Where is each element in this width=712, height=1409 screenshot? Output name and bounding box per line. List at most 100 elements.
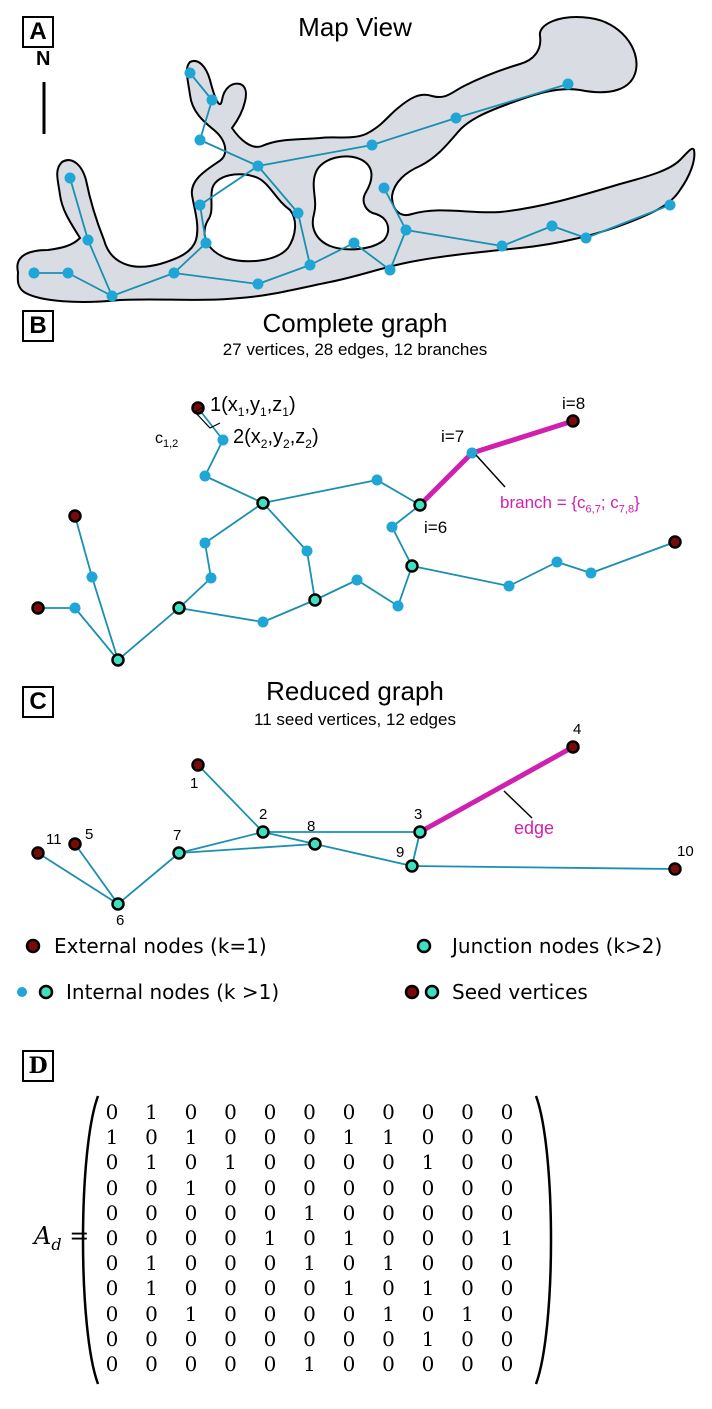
graph-edge bbox=[391, 526, 413, 567]
panel-b-subtitle: 27 vertices, 28 edges, 12 branches bbox=[222, 340, 488, 359]
reduced-edge bbox=[411, 865, 676, 870]
reduced-edge bbox=[178, 831, 264, 854]
matrix-cell: 0 bbox=[461, 1175, 474, 1200]
reduced-edge bbox=[74, 843, 119, 905]
map-node bbox=[400, 224, 412, 236]
legend-internal-text: Internal nodes (k >1) bbox=[66, 980, 280, 1004]
reduced-edge bbox=[314, 843, 413, 867]
seed-label-6: 6 bbox=[116, 912, 125, 929]
matrix-right-paren bbox=[534, 1095, 553, 1385]
internal-node bbox=[585, 567, 597, 579]
cost-label: c1,2 bbox=[155, 430, 179, 451]
complete-graph-branch-highlight bbox=[418, 418, 574, 507]
matrix-cell: 0 bbox=[105, 1251, 119, 1276]
seed-label-11: 11 bbox=[46, 831, 62, 848]
matrix-cell: 0 bbox=[145, 1326, 158, 1351]
map-node bbox=[82, 234, 94, 246]
matrix-cell: 1 bbox=[461, 1301, 474, 1326]
matrix-label: Ad = bbox=[34, 1222, 90, 1254]
map-node bbox=[580, 232, 592, 244]
matrix-cell: 1 bbox=[263, 1226, 277, 1250]
matrix-cell: 0 bbox=[224, 1200, 237, 1225]
reduced-graph-nodes bbox=[31, 740, 682, 911]
matrix-cell: 0 bbox=[500, 1301, 514, 1326]
map-node bbox=[546, 220, 558, 232]
matrix-cell: 0 bbox=[184, 1276, 198, 1301]
seed-label-3: 3 bbox=[414, 806, 423, 823]
graph-edge bbox=[204, 475, 264, 504]
matrix-cell: 1 bbox=[184, 1125, 198, 1150]
matrix-cell: 0 bbox=[145, 1352, 158, 1376]
matrix-cell: 0 bbox=[461, 1150, 474, 1175]
matrix-cell: 0 bbox=[461, 1251, 474, 1276]
reduced-edge bbox=[117, 852, 180, 905]
map-edge bbox=[189, 72, 213, 101]
internal-node bbox=[466, 447, 478, 459]
seed-junction-node bbox=[111, 897, 125, 911]
matrix-cell: 0 bbox=[224, 1326, 237, 1351]
matrix-cell: 0 bbox=[145, 1301, 158, 1326]
matrix-cell: 0 bbox=[263, 1125, 277, 1150]
seed-external-node bbox=[668, 862, 682, 876]
seed-external-node bbox=[191, 758, 205, 772]
map-node bbox=[378, 182, 390, 194]
matrix-cell: 0 bbox=[500, 1276, 514, 1301]
graph-edge bbox=[74, 515, 93, 578]
seed-label-5: 5 bbox=[85, 826, 94, 843]
matrix-left-paren bbox=[81, 1095, 100, 1385]
matrix-cell: 0 bbox=[342, 1175, 356, 1200]
matrix-cell: 0 bbox=[263, 1276, 277, 1301]
reduced-edge bbox=[262, 831, 316, 845]
panel-b-title: Complete graph bbox=[262, 308, 448, 338]
matrix-cell: 0 bbox=[382, 1226, 395, 1250]
map-edge bbox=[199, 165, 259, 206]
matrix-cell: 0 bbox=[421, 1175, 435, 1200]
matrix-cell: 1 bbox=[382, 1251, 395, 1276]
matrix-cell: 0 bbox=[342, 1100, 356, 1124]
matrix-cell: 0 bbox=[500, 1326, 514, 1351]
matrix-cell: 0 bbox=[421, 1301, 435, 1326]
cost-bracket bbox=[194, 406, 221, 429]
matrix-cell: 0 bbox=[342, 1326, 356, 1351]
matrix-cell: 0 bbox=[224, 1226, 237, 1250]
matrix-cell: 0 bbox=[342, 1301, 356, 1326]
graph-edge bbox=[262, 502, 308, 552]
internal-node bbox=[69, 602, 81, 614]
label-i8: i=8 bbox=[562, 394, 586, 413]
reduced-graph-edges bbox=[37, 764, 676, 905]
internal-node bbox=[386, 521, 398, 533]
map-node bbox=[184, 67, 196, 79]
internal-node bbox=[503, 580, 515, 592]
internal-node bbox=[551, 556, 563, 568]
map-edge bbox=[87, 239, 113, 297]
matrix-cell: 0 bbox=[105, 1301, 119, 1326]
seed-external-node bbox=[566, 740, 580, 754]
matrix-cell: 0 bbox=[263, 1301, 277, 1326]
seed-label-7: 7 bbox=[173, 827, 182, 844]
graph-edge bbox=[411, 565, 510, 587]
graph-edge bbox=[178, 577, 212, 609]
label-i6: i=6 bbox=[424, 518, 448, 537]
matrix-cell: 0 bbox=[105, 1200, 119, 1225]
graph-edge bbox=[306, 550, 316, 601]
matrix-cell: 1 bbox=[145, 1150, 158, 1175]
matrix-cell: 1 bbox=[145, 1276, 158, 1301]
internal-node bbox=[351, 574, 363, 586]
matrix-cell: 0 bbox=[500, 1100, 514, 1124]
edge-leader-line bbox=[503, 790, 533, 819]
seed-label-9: 9 bbox=[396, 844, 405, 861]
map-node bbox=[384, 264, 396, 276]
node2-coord-label: 2(x2,y2,z2) bbox=[233, 426, 319, 451]
matrix-cell: 0 bbox=[105, 1150, 119, 1175]
matrix-cell: 0 bbox=[145, 1125, 158, 1150]
matrix-cell: 1 bbox=[184, 1301, 198, 1326]
matrix-cell: 0 bbox=[500, 1125, 514, 1150]
graph-edge bbox=[314, 579, 358, 601]
internal-node bbox=[301, 545, 313, 557]
matrix-cell: 0 bbox=[303, 1100, 316, 1124]
map-edge bbox=[199, 204, 207, 244]
matrix-cell: 0 bbox=[184, 1352, 198, 1376]
matrix-cell: 0 bbox=[461, 1276, 474, 1301]
matrix-cell: 1 bbox=[421, 1326, 435, 1351]
matrix-cell: 0 bbox=[382, 1150, 395, 1175]
